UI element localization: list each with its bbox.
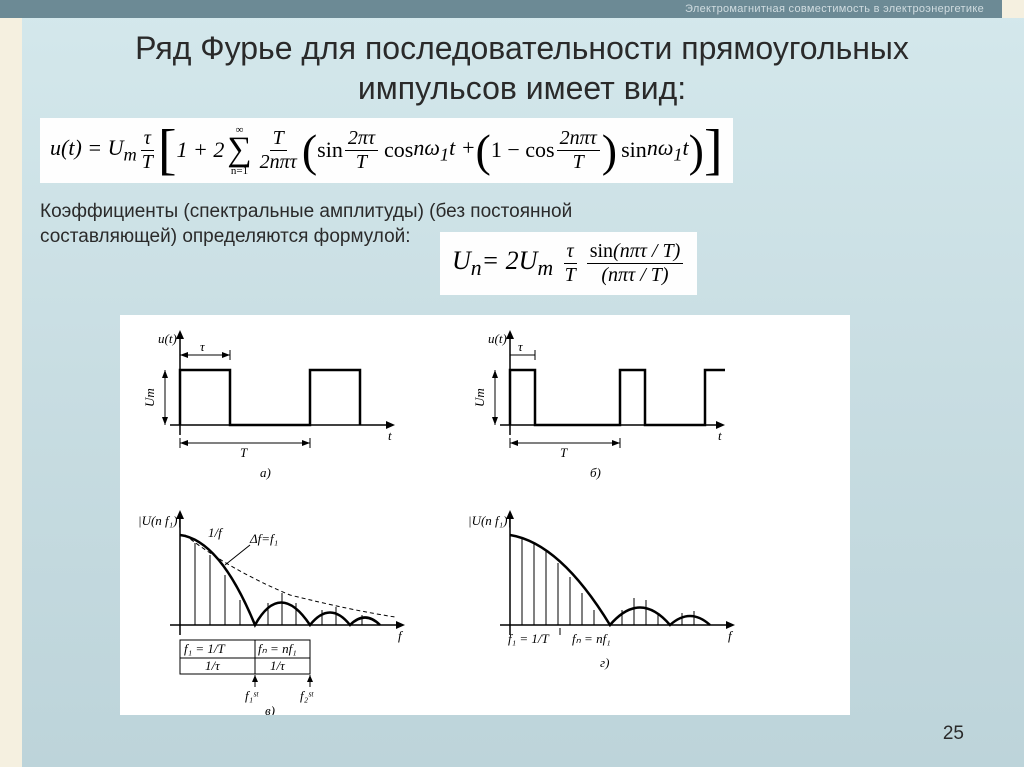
svg-text:fₙ = nf₁: fₙ = nf₁: [572, 631, 611, 646]
svg-text:f₁ = 1/T: f₁ = 1/T: [184, 641, 226, 656]
header-watermark: Электромагнитная совместимость в электро…: [0, 0, 1024, 18]
panel-b: u(t) t τ Um T б): [472, 330, 725, 480]
rparen1: ): [689, 130, 704, 171]
svg-text:t: t: [388, 428, 392, 443]
lparen2: (: [476, 130, 491, 171]
svg-text:Δf=f₁: Δf=f₁: [249, 531, 278, 546]
sin2: sin: [621, 137, 647, 163]
svg-text:Um: Um: [142, 388, 157, 407]
main-formula: u(t) = Um τ T [ 1 + 2 ∞ ∑ n=1 T 2nπτ ( s…: [40, 118, 733, 183]
svg-text:f₂ˢᵗ: f₂ˢᵗ: [300, 688, 314, 703]
diagram-area: u(t) t τ Um T а) u(t) t: [120, 315, 850, 715]
svg-text:u(t): u(t): [488, 331, 507, 346]
frac-2npt-T: 2nπτ T: [557, 127, 600, 174]
panel-c: |U(n f₁)| f 1/f Δf=f₁ f₁ = 1/T fₙ = nf₁ …: [138, 510, 405, 715]
svg-text:г): г): [600, 655, 609, 670]
svg-text:t: t: [718, 428, 722, 443]
diagrams-svg: u(t) t τ Um T а) u(t) t: [120, 315, 850, 715]
coefficient-formula: Un = 2Um τ T sin(nπτ / T) (nπτ / T): [440, 232, 697, 295]
frac-tau-T: τ T: [139, 127, 156, 174]
svg-text:1/f: 1/f: [208, 525, 224, 540]
one-plus-two: 1 + 2: [177, 137, 225, 163]
cos1: cos: [384, 137, 413, 163]
eq-2Um: = 2Um: [482, 246, 560, 281]
svg-text:fₙ = nf₁: fₙ = nf₁: [258, 641, 297, 656]
svg-text:1/τ: 1/τ: [205, 658, 221, 673]
svg-text:а): а): [260, 465, 271, 480]
frac-2pt-T: 2πτ T: [345, 127, 378, 174]
svg-text:T: T: [240, 445, 248, 460]
svg-text:f: f: [398, 628, 404, 643]
svg-text:τ: τ: [518, 339, 524, 354]
frac-tau-T-2: τ T: [562, 240, 579, 287]
subtext-line1: Коэффициенты (спектральные амплитуды) (б…: [40, 200, 572, 225]
svg-text:|U(n f₁)|: |U(n f₁)|: [468, 513, 511, 528]
one-minus-cos: 1 − cos: [491, 137, 555, 163]
svg-text:Um: Um: [472, 388, 487, 407]
rbracket: ]: [704, 125, 723, 175]
lparen1: (: [302, 130, 317, 171]
Un: Un: [452, 246, 482, 281]
frac-T-2npt: T 2nπτ: [257, 127, 300, 174]
svg-text:f: f: [728, 628, 734, 643]
watermark-text: Электромагнитная совместимость в электро…: [685, 3, 984, 15]
left-sidebar: [0, 18, 22, 767]
svg-text:|U(n f₁)|: |U(n f₁)|: [138, 513, 181, 528]
lbracket: [: [158, 125, 177, 175]
sin1: sin: [317, 137, 343, 163]
svg-text:f₁ˢᵗ: f₁ˢᵗ: [245, 688, 259, 703]
svg-text:f₁ = 1/T: f₁ = 1/T: [508, 631, 550, 646]
sin-arg: nω1t: [647, 135, 689, 165]
svg-text:T: T: [560, 445, 568, 460]
svg-text:в): в): [265, 703, 275, 715]
rparen2: ): [602, 130, 617, 171]
svg-text:б): б): [590, 465, 601, 480]
corner-decor: [1002, 0, 1024, 18]
sum-symbol: ∞ ∑ n=1: [227, 124, 251, 177]
page-number: 25: [943, 723, 964, 745]
formula-lhs: u(t) = Um: [50, 135, 137, 165]
panel-d: |U(n f₁)| f f₁ = 1/T fₙ = nf₁ г): [468, 510, 735, 670]
svg-text:1/τ: 1/τ: [270, 658, 286, 673]
panel-a: u(t) t τ Um T а): [142, 330, 395, 480]
svg-text:u(t): u(t): [158, 331, 177, 346]
frac-sinc: sin(nπτ / T) (nπτ / T): [587, 240, 684, 287]
slide-title: Ряд Фурье для последовательности прямоуг…: [60, 28, 984, 108]
cos-arg: nω1t +: [413, 135, 475, 165]
svg-text:τ: τ: [200, 339, 206, 354]
